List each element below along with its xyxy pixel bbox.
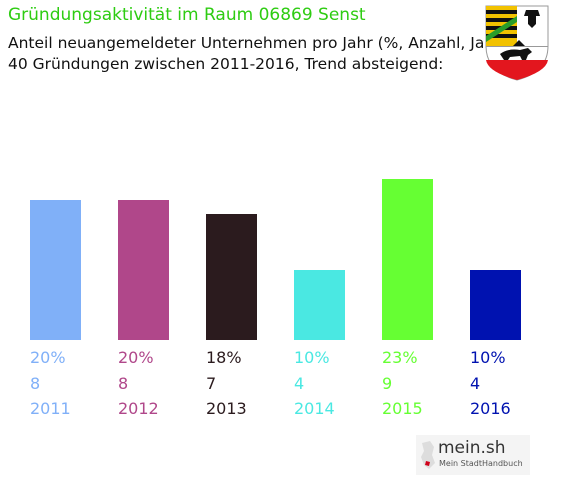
mein-sh-logo xyxy=(416,435,530,475)
count-label-2014: 4 xyxy=(294,374,305,393)
coat-of-arms-icon xyxy=(485,5,549,81)
bar-2012 xyxy=(118,200,169,340)
year-label-2013: 2013 xyxy=(206,399,247,418)
year-label-2016: 2016 xyxy=(470,399,511,418)
bar-2014 xyxy=(294,270,345,340)
bar-2013 xyxy=(206,214,257,340)
chart-subtitle: Anteil neuangemeldeter Unternehmen pro J… xyxy=(8,34,507,52)
chart-summary: 40 Gründungen zwischen 2011-2016, Trend … xyxy=(8,55,444,73)
percent-label-2011: 20% xyxy=(30,348,66,367)
count-label-2013: 7 xyxy=(206,374,217,393)
percent-label-2016: 10% xyxy=(470,348,506,367)
percent-label-2013: 18% xyxy=(206,348,242,367)
bar-2011 xyxy=(30,200,81,340)
count-label-2011: 8 xyxy=(30,374,41,393)
chart-title: Gründungsaktivität im Raum 06869 Senst xyxy=(8,5,366,25)
bar-2016 xyxy=(470,270,521,340)
percent-label-2014: 10% xyxy=(294,348,330,367)
year-label-2011: 2011 xyxy=(30,399,71,418)
percent-label-2015: 23% xyxy=(382,348,418,367)
count-label-2015: 9 xyxy=(382,374,393,393)
logo-subtitle: Mein StadtHandbuch xyxy=(439,459,523,468)
percent-label-2012: 20% xyxy=(118,348,154,367)
logo-text: mein.sh xyxy=(438,438,506,458)
year-label-2012: 2012 xyxy=(118,399,159,418)
count-label-2016: 4 xyxy=(470,374,481,393)
bar-2015 xyxy=(382,179,433,340)
year-label-2015: 2015 xyxy=(382,399,423,418)
year-label-2014: 2014 xyxy=(294,399,335,418)
count-label-2012: 8 xyxy=(118,374,129,393)
